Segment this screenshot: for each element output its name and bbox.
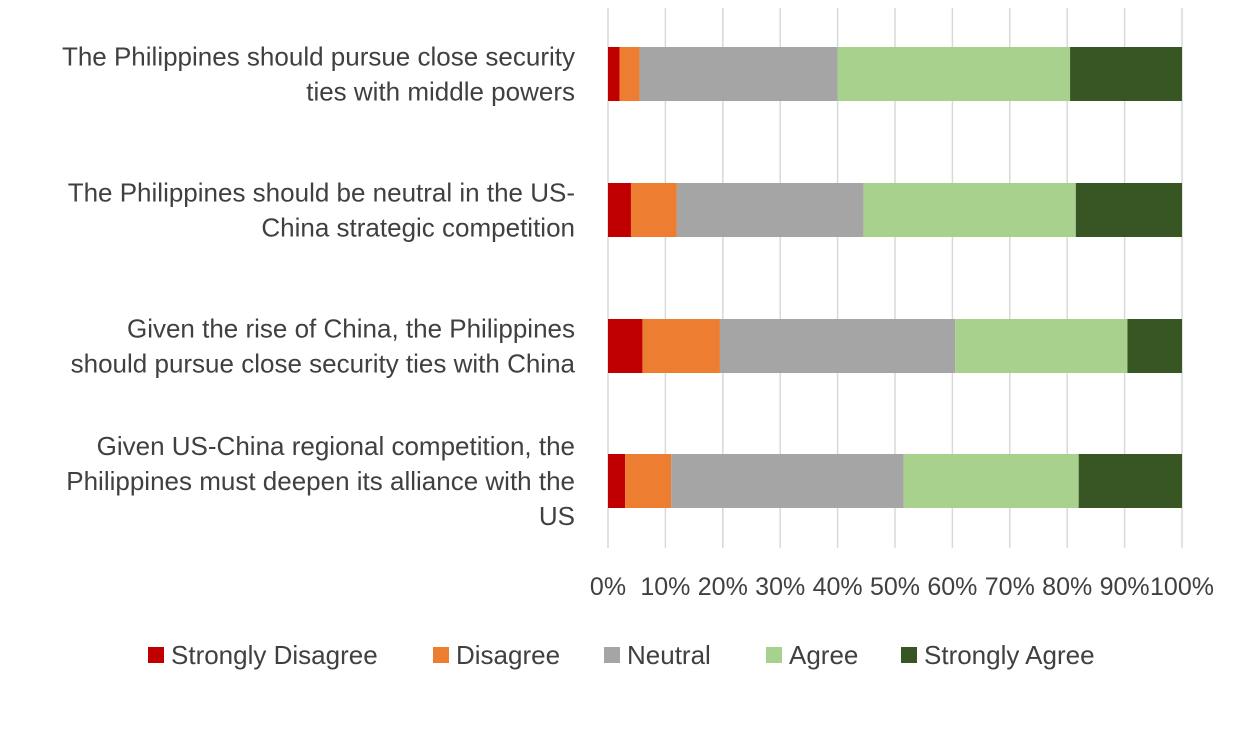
bar-segment <box>955 319 1128 373</box>
x-tick-label: 70% <box>985 573 1035 601</box>
category-label: ties with middle powers <box>306 77 575 107</box>
category-label: should pursue close security ties with C… <box>71 349 576 379</box>
bar-segment <box>1070 47 1182 101</box>
x-tick-label: 0% <box>590 573 626 601</box>
legend-swatch <box>433 647 449 663</box>
legend-label: Strongly Disagree <box>171 640 378 670</box>
legend-label: Neutral <box>627 640 711 670</box>
bar-segment <box>630 183 677 237</box>
bar-segment <box>863 183 1076 237</box>
bar-segment <box>608 454 626 508</box>
legend-swatch <box>766 647 782 663</box>
legend-swatch <box>901 647 917 663</box>
category-label: US <box>539 501 575 531</box>
x-tick-label: 10% <box>640 573 690 601</box>
legend-label: Strongly Agree <box>924 640 1095 670</box>
bar-segment <box>619 47 640 101</box>
bar-segment <box>608 319 643 373</box>
bars <box>608 47 1182 508</box>
x-tick-label: 80% <box>1042 573 1092 601</box>
x-tick-label: 90% <box>1100 573 1150 601</box>
bar-segment <box>837 47 1071 101</box>
bar-segment <box>1078 454 1182 508</box>
category-label: China strategic competition <box>261 213 575 243</box>
x-axis-tick-labels: 0% 10% 20% 30% 40% 50% 60% 70% 80% 90% 100% <box>590 573 1214 601</box>
category-label: Given the rise of China, the Philippines <box>127 314 575 344</box>
category-label: Philippines must deepen its alliance wit… <box>66 466 575 496</box>
bar-segment <box>608 183 631 237</box>
bar-segment <box>1075 183 1182 237</box>
bar-segment <box>1127 319 1182 373</box>
legend: Strongly Disagree Disagree Neutral Agree Str… <box>148 640 1095 670</box>
x-tick-label: 100% <box>1150 573 1214 601</box>
bar-segment <box>676 183 864 237</box>
category-label: Given US-China regional competition, the <box>97 431 575 461</box>
category-labels: The Philippines should pursue close secu… <box>62 42 576 532</box>
legend-label: Agree <box>789 640 858 670</box>
x-tick-label: 40% <box>813 573 863 601</box>
x-tick-label: 60% <box>927 573 977 601</box>
bar-segment <box>608 47 620 101</box>
bar-segment <box>903 454 1079 508</box>
x-tick-label: 50% <box>870 573 920 601</box>
bar-segment <box>642 319 720 373</box>
x-tick-label: 20% <box>698 573 748 601</box>
legend-swatch <box>148 647 164 663</box>
bar-segment <box>625 454 672 508</box>
bar-segment <box>671 454 904 508</box>
legend-swatch <box>604 647 620 663</box>
category-label: The Philippines should pursue close secu… <box>62 42 575 72</box>
bar-segment <box>719 319 956 373</box>
category-label: The Philippines should be neutral in the… <box>68 178 575 208</box>
bar-segment <box>639 47 838 101</box>
legend-label: Disagree <box>456 640 560 670</box>
x-tick-label: 30% <box>755 573 805 601</box>
